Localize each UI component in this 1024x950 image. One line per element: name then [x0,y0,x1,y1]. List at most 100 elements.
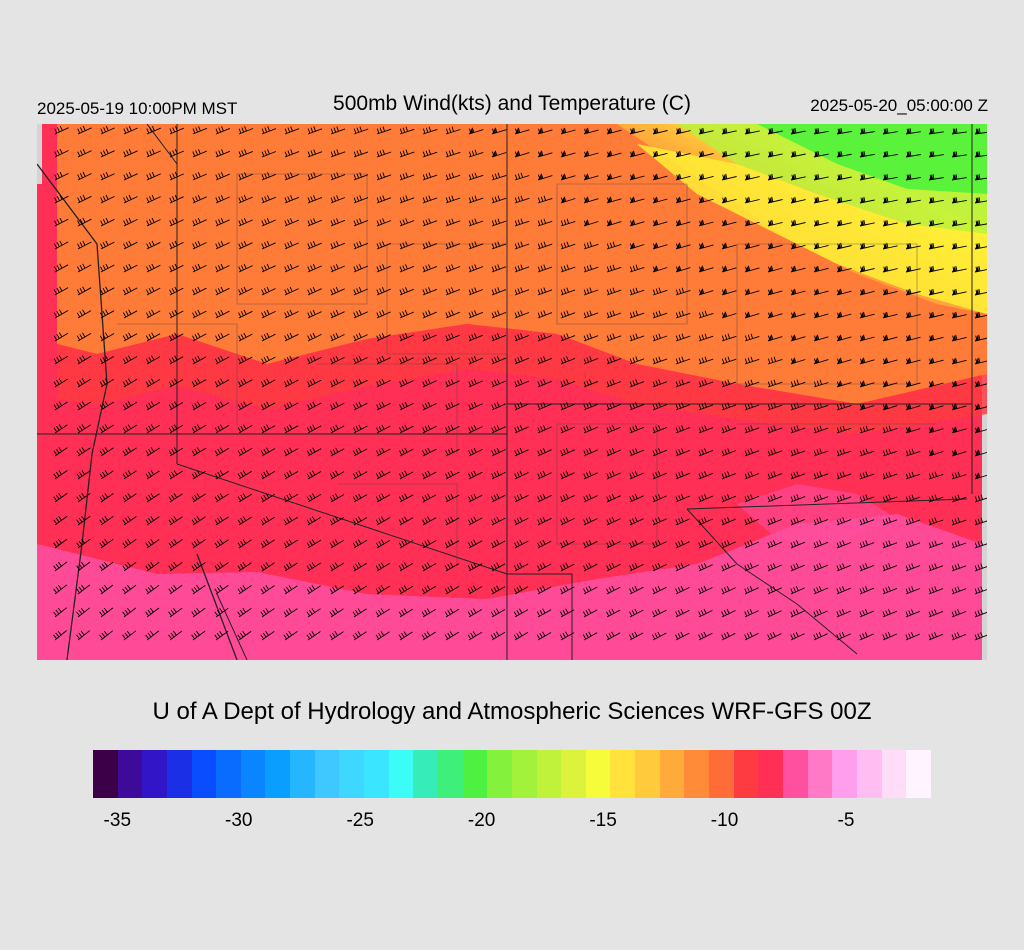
wind-barb [330,286,345,296]
wind-barb [53,401,68,411]
wind-barb [191,607,206,618]
wind-barb [928,517,944,526]
wind-barb-pennant [768,243,772,249]
wind-barb [99,309,115,319]
wind-barb [675,425,691,434]
wind-barb [905,494,921,503]
wind-barb [191,470,206,480]
wind-barb [77,126,92,135]
wind-barb [698,402,714,411]
colorbar-swatch [758,750,783,798]
wind-barb [744,333,760,342]
wind-barb [122,493,137,503]
wind-barb [53,470,68,480]
wind-barb [215,149,231,158]
wind-barb [790,425,806,434]
wind-barb [399,241,415,250]
wind-barb [261,126,277,135]
wind-barb [376,470,391,480]
wind-barb [215,240,230,250]
wind-barb [652,471,667,480]
wind-barb [122,584,137,595]
wind-barb-pennant [814,151,818,157]
wind-barb [468,401,483,411]
wind-barb [54,125,69,135]
wind-barb-pennant [906,220,910,226]
wind-barb-pennant [699,220,703,226]
wind-barb-pennant [883,174,887,180]
wind-barb [629,356,645,365]
wind-barb [974,540,987,549]
wind-barb [399,424,414,434]
wind-barb [214,516,229,526]
wind-barb [859,586,875,595]
wind-barb [376,355,391,365]
wind-barb-pennant [676,174,680,180]
wind-barb [491,493,506,503]
wind-barb [583,516,598,526]
map-canvas [37,124,987,660]
wind-barb [813,608,828,618]
wind-barb [330,241,345,250]
wind-barb [353,195,369,204]
wind-barb [629,562,644,572]
wind-barb [306,516,322,526]
wind-barb [491,424,506,434]
wind-barb [123,240,138,250]
wind-barb [675,287,691,296]
wind-barb [675,356,691,365]
wind-barb [192,263,207,273]
wind-barb [214,401,230,411]
wind-barb-pennant [975,197,979,203]
colorbar-swatch [709,750,734,798]
wind-barb-pennant [745,312,749,318]
wind-barb-pennant [676,266,680,272]
wind-barb-pennant [860,289,864,295]
wind-barb [77,148,92,158]
wind-barb [399,149,415,158]
wind-barb [53,584,68,595]
wind-barb [698,356,714,365]
wind-barb [721,608,736,618]
wind-barb [882,632,897,641]
wind-barb-pennant [952,128,956,134]
wind-barb-pennant [492,128,496,134]
wind-barb-pennant [814,174,818,180]
wind-barb [330,447,345,457]
wind-barb [306,493,322,503]
wind-barb [53,378,68,388]
wind-barb [422,493,437,503]
wind-barb-pennant [860,266,864,272]
wind-barb-pennant [975,381,979,387]
wind-barb-pennant [607,128,611,134]
wind-barb [192,194,207,204]
wind-barb [399,378,414,388]
wind-barb [122,447,137,457]
wind-barb [514,172,530,181]
wind-barb [237,424,253,434]
wind-barb-pennant [837,358,841,364]
wind-barb-pennant [561,128,565,134]
wind-barb [54,217,69,227]
wind-barb [928,540,944,549]
wind-barb [146,217,161,227]
wind-barb [859,448,875,457]
wind-barb [905,563,921,572]
wind-barb [284,218,299,227]
wind-barb [145,447,160,457]
wind-barb [790,517,806,526]
wind-barb [813,586,828,595]
wind-barb [399,401,414,411]
wind-barb [215,126,231,135]
wind-barb [560,379,576,388]
colorbar-swatch [191,750,217,798]
wind-barb [445,310,460,319]
wind-barb [537,585,552,595]
wind-barb-pennant [607,174,611,180]
wind-barb [307,309,322,319]
wind-barb [629,585,644,595]
wind-barb-pennant [860,243,864,249]
wind-barb [307,263,322,273]
wind-barb [560,470,575,480]
wind-barb [284,401,299,411]
